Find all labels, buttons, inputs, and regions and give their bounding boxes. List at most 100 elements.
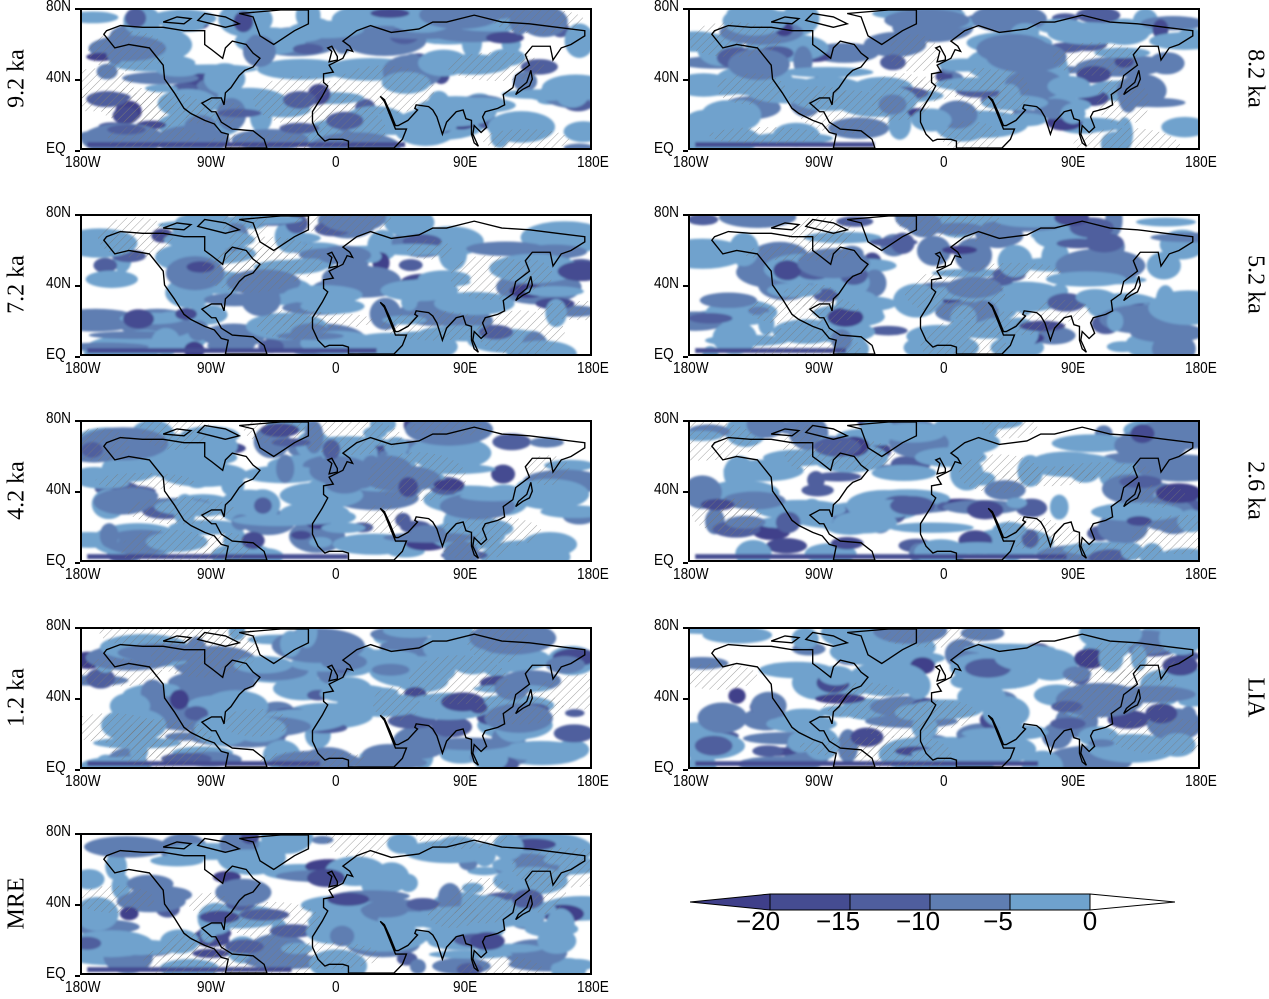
significance-hatching [202,133,313,148]
lon-tick-label: 180W [64,566,101,583]
tick-mark [75,562,80,564]
significance-hatching [82,713,159,743]
anomaly-contour [1151,333,1196,354]
anomaly-contour [1150,232,1198,243]
tick-mark [683,491,688,493]
anomaly-contour [881,422,946,443]
coastline [919,14,1194,148]
tick-mark [75,833,80,835]
anomaly-contour [446,97,516,114]
lon-tick-label: 180E [1184,154,1217,171]
tick-mark [683,769,688,771]
significance-hatching [256,309,338,340]
significance-hatching [194,629,259,672]
anomaly-contour [1146,251,1181,280]
coastline [239,10,310,46]
significance-hatching [95,472,194,490]
lon-tick-label: 90W [196,979,225,996]
coastline [311,633,586,767]
anomaly-contour [428,737,511,751]
lon-tick-label: 180W [64,979,101,996]
anomaly-contour [499,740,583,761]
anomaly-contour [151,327,181,354]
panel-label: MRE [3,877,30,930]
lon-tick-label: 90E [452,154,477,171]
anomaly-contour [327,892,370,906]
significance-hatching [1124,643,1175,676]
coastline [770,428,801,437]
anomaly-contour [175,308,197,321]
anomaly-contour [1047,75,1091,97]
significance-hatching [717,73,786,105]
tick-mark [75,150,80,152]
anomaly-contour [1002,709,1025,719]
significance-hatching [904,270,1006,316]
anomaly-contour [1130,424,1155,444]
anomaly-contour [781,66,874,78]
map-panel: EQ 40N 80N 180W 90W 0 90E 180E 1.2 ka [4,617,609,790]
significance-hatching [292,216,392,235]
anomaly-contour [370,10,410,18]
significance-hatching [820,682,908,720]
significance-hatching [537,300,590,321]
anomaly-contour [398,259,423,272]
anomaly-contour [300,298,365,314]
significance-hatching [360,504,407,534]
significance-hatching [216,247,260,279]
lon-tick-label: 180W [672,566,709,583]
lat-tick-label: 40N [46,69,71,86]
coastline [326,870,339,888]
anomaly-contour [233,11,254,33]
coastline [515,689,534,715]
significance-hatching [449,877,520,924]
lat-tick-label: EQ [46,346,66,363]
significance-hatching [818,439,896,471]
lon-tick-label: 0 [940,360,948,377]
anomaly-contour [321,522,366,534]
significance-hatching [188,892,231,915]
anomaly-contour [1148,52,1185,75]
lat-tick-label: 80N [46,0,71,15]
anomaly-contour [1060,103,1086,124]
tick-mark [683,79,688,81]
anomaly-contour [307,868,345,888]
significance-hatching [493,10,585,34]
anomaly-contour [459,491,527,502]
significance-hatching [325,835,391,859]
anomaly-contour [105,852,127,881]
anomaly-contour [1006,497,1027,509]
significance-hatching [891,699,976,724]
anomaly-contour [941,245,978,255]
lon-tick-label: 0 [332,154,340,171]
colorbar-tick-label: −15 [815,906,861,936]
coastline [934,251,947,269]
tick-mark [75,975,80,977]
significance-hatching [882,629,990,648]
anomaly-contour [276,454,295,484]
anomaly-contour [1075,288,1115,306]
lon-tick-label: 0 [332,566,340,583]
map-plot [80,214,592,356]
coastline [770,16,801,25]
significance-hatching [332,65,435,115]
anomaly-contour [557,261,590,282]
significance-hatching [788,216,848,260]
anomaly-contour [1161,116,1198,138]
significance-hatching [143,942,252,973]
anomaly-contour [529,437,564,448]
lon-tick-label: 90E [1060,566,1085,583]
lon-tick-label: 180W [672,154,709,171]
coastline [239,835,310,871]
anomaly-contour [1054,216,1090,226]
coastline [804,631,850,648]
panel-label: 5.2 ka [1242,255,1269,314]
map-panel: EQ 40N 80N 180W 90W 0 90E 180E 5.2 ka [654,204,1269,377]
lon-tick-label: 180W [64,154,101,171]
lon-tick-label: 90E [452,979,477,996]
significance-hatching [120,529,216,560]
lat-tick-label: 80N [654,617,679,634]
lat-tick-label: EQ [654,346,674,363]
tick-mark [683,698,688,700]
panel-label: 7.2 ka [3,255,30,314]
coastline [162,222,193,231]
